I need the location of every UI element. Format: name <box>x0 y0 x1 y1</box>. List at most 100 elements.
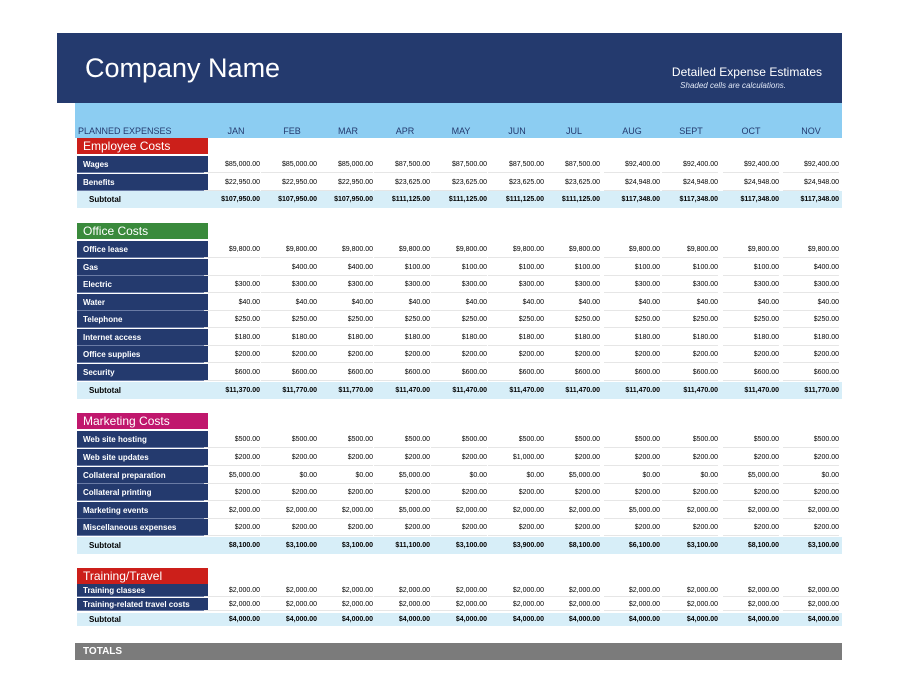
value-cell-oct[interactable]: $250.00 <box>723 311 779 328</box>
value-cell-feb[interactable]: $9,800.00 <box>261 241 317 258</box>
value-cell-jun[interactable]: $2,000.00 <box>488 598 544 611</box>
value-cell-may[interactable]: $600.00 <box>431 364 487 381</box>
value-cell-jul[interactable]: $2,000.00 <box>544 584 600 597</box>
subtotal-employee-costs-label[interactable]: Subtotal <box>89 195 121 204</box>
value-cell-may[interactable]: $100.00 <box>431 259 487 276</box>
subtotal-cell-aug[interactable]: $6,100.00 <box>628 542 660 549</box>
value-cell-sept[interactable]: $300.00 <box>662 276 718 293</box>
subtotal-cell-oct[interactable]: $11,470.00 <box>744 387 779 394</box>
value-cell-feb[interactable]: $400.00 <box>261 259 317 276</box>
value-cell-nov[interactable]: $9,800.00 <box>783 241 839 258</box>
value-cell-sept[interactable]: $92,400.00 <box>662 156 718 173</box>
subtotal-cell-aug[interactable]: $4,000.00 <box>628 616 660 623</box>
subtotal-cell-sept[interactable]: $4,000.00 <box>686 616 718 623</box>
value-cell-feb[interactable]: $22,950.00 <box>261 174 317 191</box>
value-cell-mar[interactable]: $2,000.00 <box>317 502 373 519</box>
value-cell-may[interactable]: $200.00 <box>431 449 487 466</box>
value-cell-nov[interactable]: $92,400.00 <box>783 156 839 173</box>
value-cell-may[interactable]: $2,000.00 <box>431 502 487 519</box>
value-cell-may[interactable]: $500.00 <box>431 431 487 448</box>
value-cell-mar[interactable]: $180.00 <box>317 329 373 346</box>
value-cell-oct[interactable]: $600.00 <box>723 364 779 381</box>
value-cell-mar[interactable]: $200.00 <box>317 346 373 363</box>
value-cell-feb[interactable]: $300.00 <box>261 276 317 293</box>
subtotal-cell-jun[interactable]: $11,470.00 <box>509 387 544 394</box>
value-cell-feb[interactable]: $0.00 <box>261 467 317 484</box>
row-security-label[interactable]: Security <box>77 364 208 381</box>
value-cell-sept[interactable]: $9,800.00 <box>662 241 718 258</box>
value-cell-nov[interactable]: $2,000.00 <box>783 584 839 597</box>
value-cell-jan[interactable]: $200.00 <box>204 346 260 363</box>
subtotal-cell-jun[interactable]: $4,000.00 <box>512 616 544 623</box>
value-cell-nov[interactable]: $200.00 <box>783 449 839 466</box>
value-cell-may[interactable]: $180.00 <box>431 329 487 346</box>
subtotal-cell-may[interactable]: $4,000.00 <box>455 616 487 623</box>
subtotal-cell-mar[interactable]: $3,100.00 <box>341 542 373 549</box>
value-cell-oct[interactable]: $2,000.00 <box>723 598 779 611</box>
value-cell-mar[interactable]: $500.00 <box>317 431 373 448</box>
value-cell-jan[interactable] <box>204 259 260 276</box>
subtotal-cell-jul[interactable]: $8,100.00 <box>568 542 600 549</box>
value-cell-aug[interactable]: $200.00 <box>604 519 660 536</box>
value-cell-sept[interactable]: $600.00 <box>662 364 718 381</box>
value-cell-jun[interactable]: $9,800.00 <box>488 241 544 258</box>
value-cell-jul[interactable]: $87,500.00 <box>544 156 600 173</box>
subtotal-cell-jun[interactable]: $3,900.00 <box>512 542 544 549</box>
row-collateral-printing-label[interactable]: Collateral printing <box>77 484 208 501</box>
value-cell-aug[interactable]: $200.00 <box>604 449 660 466</box>
value-cell-mar[interactable]: $250.00 <box>317 311 373 328</box>
value-cell-feb[interactable]: $200.00 <box>261 519 317 536</box>
value-cell-may[interactable]: $87,500.00 <box>431 156 487 173</box>
subtotal-cell-aug[interactable]: $11,470.00 <box>625 387 660 394</box>
value-cell-sept[interactable]: $250.00 <box>662 311 718 328</box>
subtotal-cell-sept[interactable]: $117,348.00 <box>679 196 718 203</box>
value-cell-aug[interactable]: $5,000.00 <box>604 502 660 519</box>
value-cell-jan[interactable]: $180.00 <box>204 329 260 346</box>
row-water-label[interactable]: Water <box>77 294 208 311</box>
value-cell-oct[interactable]: $500.00 <box>723 431 779 448</box>
value-cell-aug[interactable]: $2,000.00 <box>604 584 660 597</box>
subtotal-cell-may[interactable]: $11,470.00 <box>452 387 487 394</box>
value-cell-nov[interactable]: $200.00 <box>783 484 839 501</box>
value-cell-apr[interactable]: $40.00 <box>374 294 430 311</box>
value-cell-jan[interactable]: $2,000.00 <box>204 584 260 597</box>
value-cell-may[interactable]: $200.00 <box>431 519 487 536</box>
value-cell-jan[interactable]: $9,800.00 <box>204 241 260 258</box>
subtotal-cell-feb[interactable]: $4,000.00 <box>285 616 317 623</box>
value-cell-jul[interactable]: $40.00 <box>544 294 600 311</box>
value-cell-feb[interactable]: $2,000.00 <box>261 584 317 597</box>
value-cell-jun[interactable]: $100.00 <box>488 259 544 276</box>
row-wages-label[interactable]: Wages <box>77 156 208 173</box>
value-cell-may[interactable]: $300.00 <box>431 276 487 293</box>
value-cell-apr[interactable]: $300.00 <box>374 276 430 293</box>
value-cell-nov[interactable]: $200.00 <box>783 519 839 536</box>
subtotal-cell-nov[interactable]: $117,348.00 <box>800 196 839 203</box>
value-cell-aug[interactable]: $0.00 <box>604 467 660 484</box>
row-training-classes-label[interactable]: Training classes <box>77 584 208 597</box>
row-office-lease-label[interactable]: Office lease <box>77 241 208 258</box>
value-cell-may[interactable]: $40.00 <box>431 294 487 311</box>
value-cell-apr[interactable]: $100.00 <box>374 259 430 276</box>
subtotal-cell-nov[interactable]: $4,000.00 <box>807 616 839 623</box>
value-cell-jul[interactable]: $500.00 <box>544 431 600 448</box>
value-cell-jun[interactable]: $300.00 <box>488 276 544 293</box>
subtotal-training-travel-label[interactable]: Subtotal <box>89 615 121 624</box>
value-cell-oct[interactable]: $5,000.00 <box>723 467 779 484</box>
value-cell-nov[interactable]: $24,948.00 <box>783 174 839 191</box>
value-cell-aug[interactable]: $100.00 <box>604 259 660 276</box>
subtotal-cell-oct[interactable]: $4,000.00 <box>747 616 779 623</box>
value-cell-apr[interactable]: $500.00 <box>374 431 430 448</box>
value-cell-jan[interactable]: $2,000.00 <box>204 502 260 519</box>
value-cell-jun[interactable]: $87,500.00 <box>488 156 544 173</box>
value-cell-nov[interactable]: $600.00 <box>783 364 839 381</box>
value-cell-jan[interactable]: $200.00 <box>204 449 260 466</box>
value-cell-nov[interactable]: $2,000.00 <box>783 502 839 519</box>
value-cell-feb[interactable]: $200.00 <box>261 484 317 501</box>
value-cell-feb[interactable]: $200.00 <box>261 449 317 466</box>
value-cell-jun[interactable]: $600.00 <box>488 364 544 381</box>
value-cell-jan[interactable]: $250.00 <box>204 311 260 328</box>
value-cell-jul[interactable]: $200.00 <box>544 519 600 536</box>
value-cell-oct[interactable]: $200.00 <box>723 449 779 466</box>
subtotal-cell-oct[interactable]: $8,100.00 <box>747 542 779 549</box>
value-cell-oct[interactable]: $40.00 <box>723 294 779 311</box>
